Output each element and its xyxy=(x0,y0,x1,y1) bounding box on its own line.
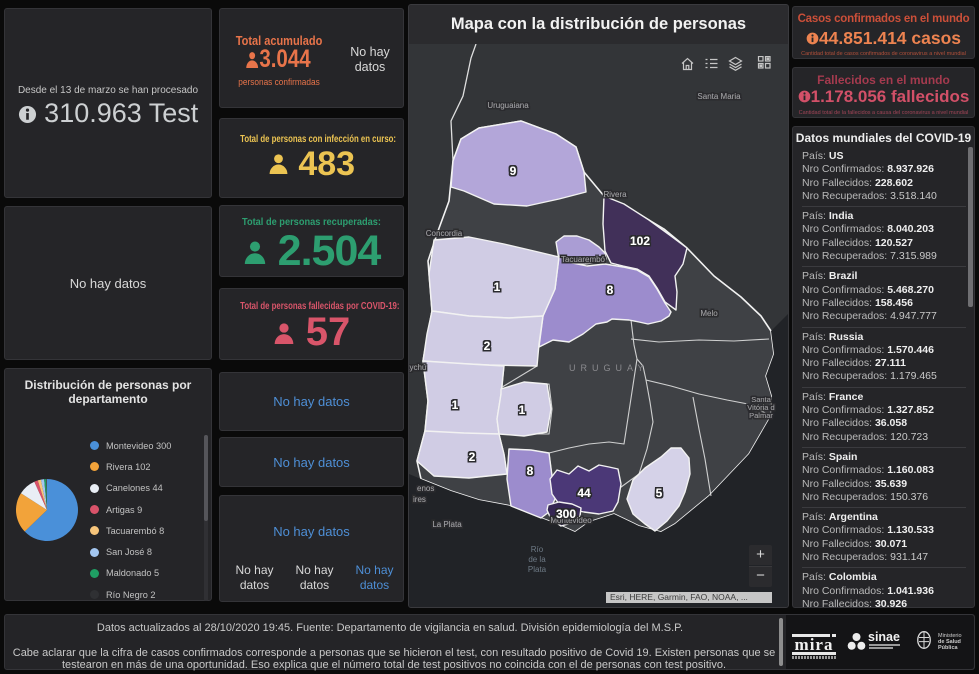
svg-text:5: 5 xyxy=(656,486,663,500)
svg-text:8: 8 xyxy=(527,464,534,478)
svg-text:Uruguaiana: Uruguaiana xyxy=(487,101,529,110)
svg-text:2: 2 xyxy=(469,450,476,464)
svg-text:URUGUAY: URUGUAY xyxy=(569,363,648,373)
svg-text:1: 1 xyxy=(452,398,459,412)
svg-text:Río: Río xyxy=(531,545,544,554)
svg-text:1: 1 xyxy=(494,280,501,294)
svg-text:enos: enos xyxy=(417,484,434,493)
svg-text:de la: de la xyxy=(528,555,546,564)
svg-text:9: 9 xyxy=(510,164,517,178)
svg-text:La Plata: La Plata xyxy=(432,520,462,529)
svg-text:1: 1 xyxy=(519,403,526,417)
svg-text:102: 102 xyxy=(630,234,650,248)
svg-text:Plata: Plata xyxy=(528,565,547,574)
svg-text:Montevideo: Montevideo xyxy=(550,516,592,525)
svg-text:Tacuarembó: Tacuarembó xyxy=(561,255,606,264)
svg-text:Concordia: Concordia xyxy=(426,229,463,238)
svg-text:2: 2 xyxy=(484,339,491,353)
svg-text:300: 300 xyxy=(556,507,576,521)
svg-text:Rivera: Rivera xyxy=(603,190,627,199)
svg-text:Palmar: Palmar xyxy=(749,411,773,420)
svg-text:Santa Maria: Santa Maria xyxy=(697,92,741,101)
svg-text:ires: ires xyxy=(413,495,426,504)
svg-text:44: 44 xyxy=(577,486,591,500)
svg-text:Vitória d: Vitória d xyxy=(747,403,774,412)
svg-text:Santa: Santa xyxy=(751,395,771,404)
svg-text:8: 8 xyxy=(607,283,614,297)
svg-text:Melo: Melo xyxy=(700,309,718,318)
